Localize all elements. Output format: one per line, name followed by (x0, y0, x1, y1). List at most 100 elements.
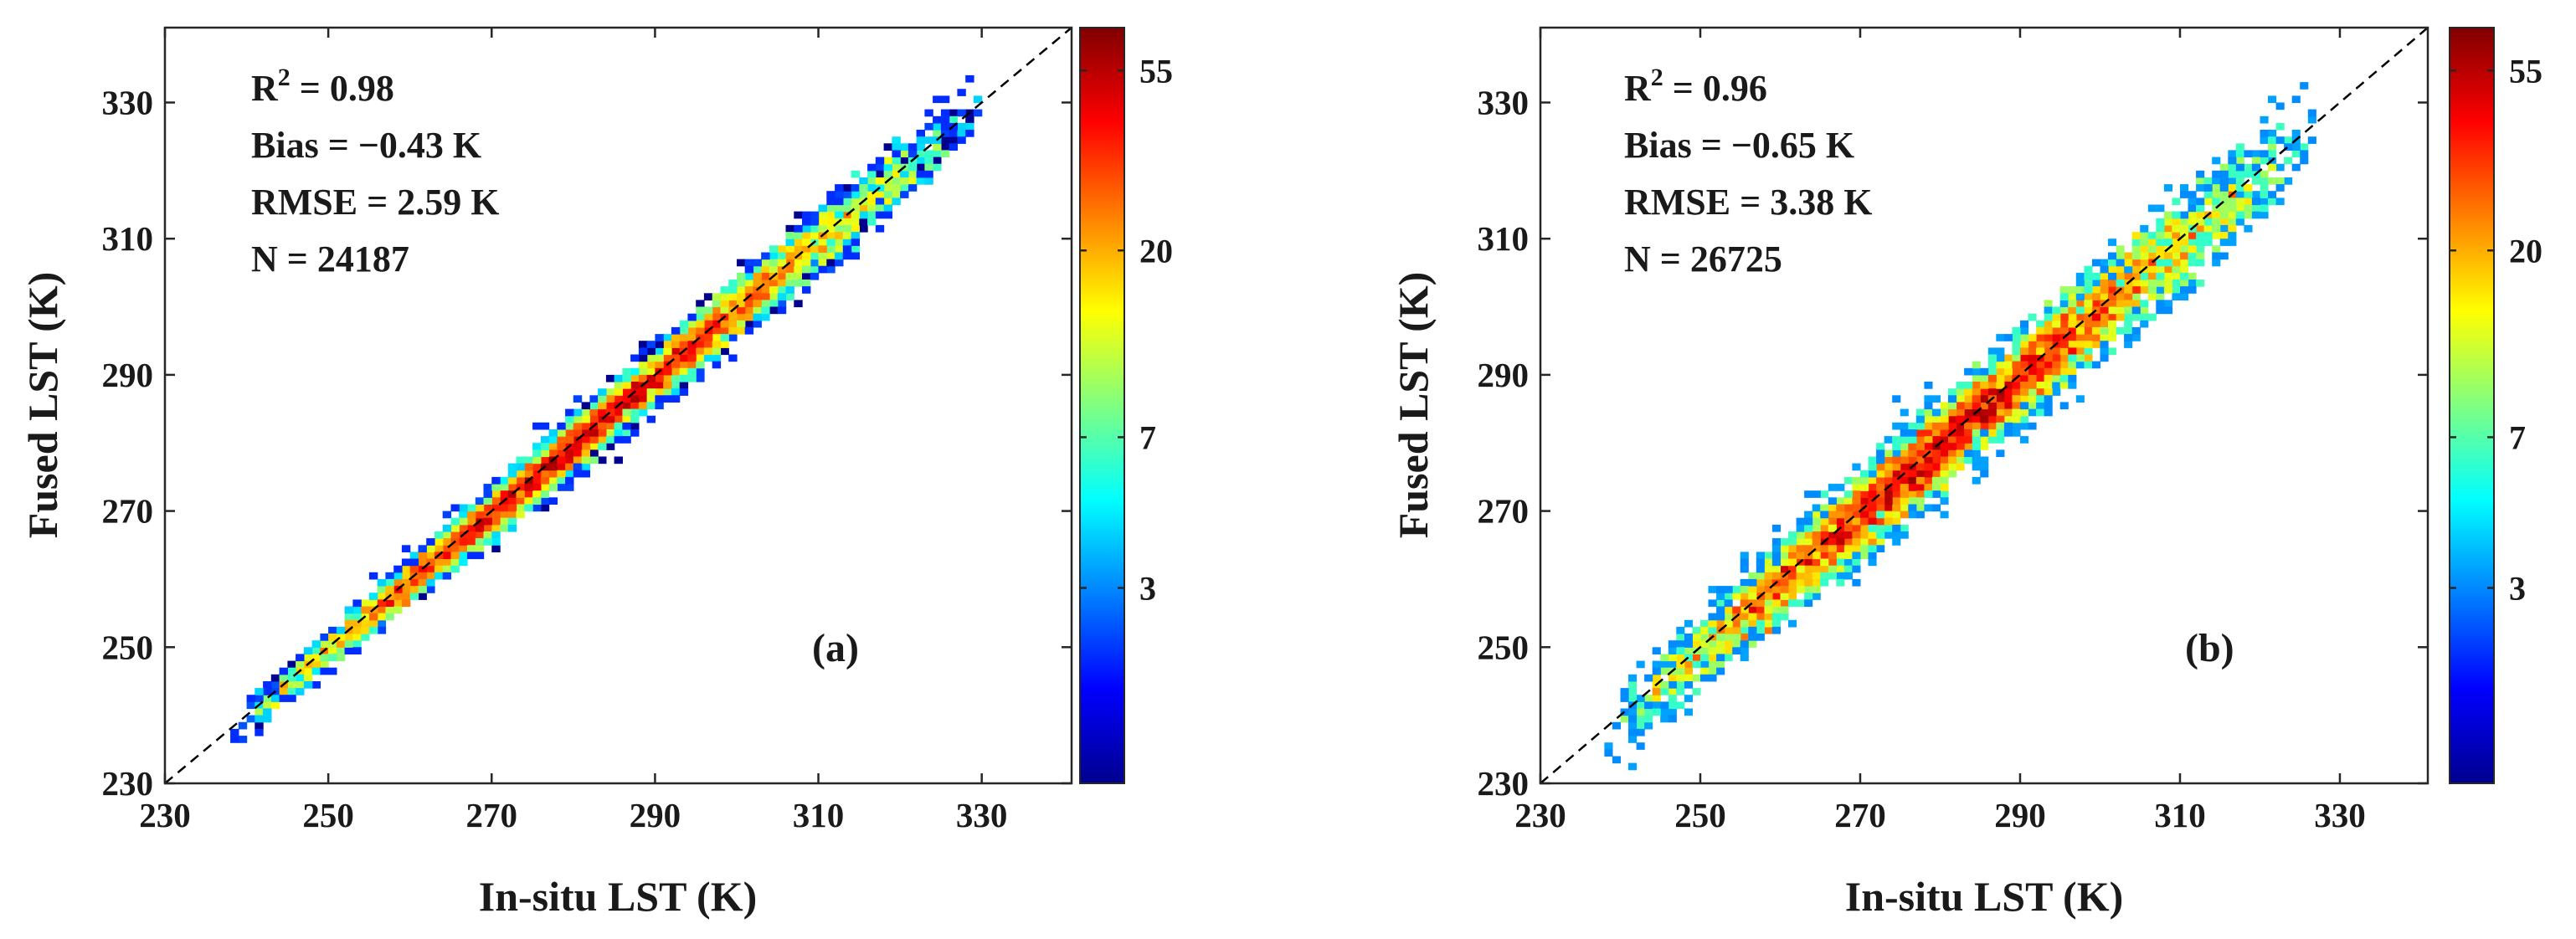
density-cell (614, 408, 623, 417)
density-cell (1931, 429, 1941, 437)
density-cell (2235, 170, 2244, 178)
density-cell (1924, 484, 1933, 491)
density-cell (2052, 374, 2061, 382)
density-cell (1780, 578, 1789, 587)
density-cell (1915, 443, 1925, 450)
density-cell (2052, 367, 2061, 376)
stat-r2-exponent-a: 2 (278, 64, 291, 91)
density-cell (1915, 504, 1925, 512)
density-cell (1756, 586, 1765, 593)
density-cell (802, 265, 811, 274)
density-cell (2124, 300, 2133, 308)
density-cell (2059, 300, 2069, 308)
density-cell (908, 184, 918, 192)
colorbar-tick-label-b: 55 (2509, 52, 2543, 90)
density-cell (1836, 531, 1845, 539)
density-cell (230, 736, 239, 743)
density-cell (1740, 613, 1749, 621)
density-cell (2163, 224, 2172, 233)
density-cell (2131, 272, 2141, 280)
density-cell (1980, 395, 1989, 403)
density-cell (2059, 354, 2069, 362)
density-cell (296, 660, 305, 669)
density-cell (2020, 334, 2029, 341)
density-cell (352, 626, 362, 634)
density-cell (2084, 306, 2093, 315)
density-cell (2219, 184, 2229, 192)
density-cell (246, 715, 255, 723)
density-cell (1940, 456, 1949, 464)
density-cell (418, 552, 427, 560)
density-cell (507, 497, 517, 505)
density-cell (663, 334, 672, 341)
density-cell (1684, 681, 1693, 689)
density-cell (835, 239, 844, 246)
density-cell (434, 531, 444, 539)
density-cell (785, 272, 794, 280)
density-cell (605, 388, 615, 396)
density-cell (1771, 593, 1781, 600)
colorbar-tick-label-a: 55 (1139, 52, 1173, 90)
density-cell (532, 422, 542, 430)
density-cell (1915, 429, 1925, 437)
density-cell (1892, 538, 1901, 546)
density-cell (687, 334, 697, 341)
density-cell (2219, 239, 2229, 246)
density-cell (2036, 388, 2045, 396)
density-cell (892, 136, 901, 144)
colorbar-a (1079, 27, 1125, 784)
density-cell (1836, 511, 1845, 519)
density-cell (2036, 382, 2045, 389)
density-cell (753, 320, 762, 328)
density-cell (867, 170, 877, 178)
density-cell (1771, 524, 1781, 532)
density-cell (1987, 415, 1997, 423)
density-cell (1956, 422, 1965, 430)
density-cell (1980, 470, 1989, 478)
density-cell (1604, 749, 1613, 757)
density-cell (794, 300, 803, 308)
density-cell (598, 436, 607, 444)
density-cell (1980, 415, 1989, 423)
colorbar-tick-label-a: 3 (1139, 569, 1156, 607)
density-cell (2108, 252, 2117, 260)
density-cell (883, 170, 892, 178)
density-cell (500, 476, 509, 485)
density-cell (491, 484, 501, 491)
density-cell (2228, 163, 2237, 172)
density-cell (940, 136, 950, 144)
density-cell (1924, 415, 1933, 423)
density-cell (2163, 286, 2172, 294)
density-cell (728, 286, 738, 294)
density-cell (2084, 326, 2093, 335)
density-cell (1924, 456, 1933, 464)
density-cell (2091, 300, 2100, 308)
density-cell (810, 224, 820, 233)
density-cell (2003, 429, 2013, 437)
density-cell (2124, 306, 2133, 315)
density-cell (450, 565, 460, 573)
density-cell (818, 259, 827, 267)
density-cell (2260, 150, 2269, 158)
density-cell (2172, 198, 2181, 206)
density-cell (908, 150, 918, 158)
density-cell (1636, 695, 1645, 702)
density-cell (1843, 572, 1853, 580)
density-cell (2235, 218, 2244, 226)
density-cell (630, 402, 640, 410)
density-cell (940, 109, 950, 117)
x-tick-label-b: 310 (2154, 796, 2206, 834)
density-cell (1931, 449, 1941, 458)
density-cell (1756, 599, 1765, 608)
density-cell (2012, 382, 2021, 389)
density-cell (2075, 293, 2085, 300)
density-cell (581, 436, 590, 444)
density-cell (1636, 715, 1645, 723)
density-cell (1940, 422, 1949, 430)
density-cell (1668, 701, 1677, 710)
x-tick-label-b: 290 (1994, 796, 2046, 834)
density-cell (2275, 102, 2285, 110)
x-tick-label-a: 290 (630, 796, 681, 834)
density-cell (2084, 272, 2093, 280)
density-cell (835, 232, 844, 239)
